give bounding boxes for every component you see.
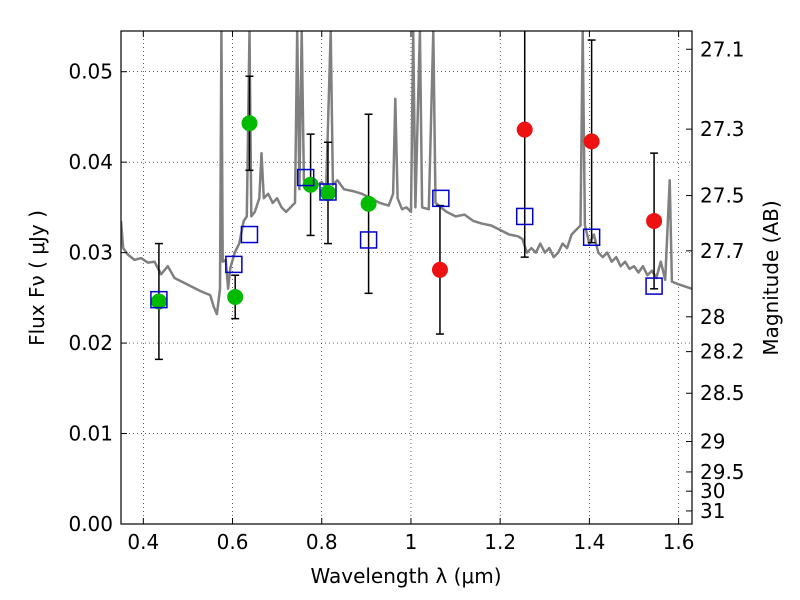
photometry-layer: [150, 31, 663, 361]
plot-frame: [120, 30, 693, 525]
photometry-point: [227, 288, 244, 305]
photometry-point: [241, 115, 258, 132]
right-tick-label: 27.5: [700, 184, 745, 208]
right-tick-label: 28: [700, 305, 725, 329]
ticks: 0.4 0.6 0.8 1 1.2 1.4 1.6 0.00 0.01 0.02 0.03 0.04 0…: [68, 31, 745, 554]
photometry-point: [302, 176, 319, 193]
y-axis-right-label: Magnitude (AB): [759, 200, 783, 355]
x-tick-label: 1: [405, 530, 418, 554]
x-axis-label: Wavelength λ (μm): [310, 564, 501, 588]
y-tick-label: 0.01: [68, 422, 113, 446]
model-flux-square: [515, 207, 534, 226]
x-tick-label: 0.4: [127, 530, 159, 554]
right-tick-label: 30: [700, 479, 725, 503]
model-flux-square: [645, 277, 663, 295]
right-tick-label: 29: [700, 430, 725, 454]
model-flux-square: [150, 290, 168, 309]
right-tick-label: 27.3: [700, 117, 745, 141]
right-tick-label: 28.2: [700, 340, 745, 364]
photometry-point: [150, 293, 167, 310]
x-tick-label: 0.8: [306, 530, 338, 554]
model-flux-square: [319, 183, 337, 201]
right-tick-label: 29.5: [700, 460, 745, 484]
right-tick-label: 31: [700, 499, 725, 523]
photometry-point: [360, 195, 377, 212]
model-flux-square: [432, 189, 450, 208]
model-flux-square: [296, 168, 315, 187]
right-tick-label: 27.1: [700, 37, 745, 61]
model-flux-square: [359, 231, 378, 249]
photometry-point: [583, 133, 600, 150]
photometry-point: [319, 184, 336, 201]
x-tick-label: 1.6: [663, 530, 695, 554]
model-flux-square: [240, 225, 259, 244]
x-tick-label: 1.4: [573, 530, 605, 554]
model-flux-square: [582, 228, 601, 246]
plot-background: [121, 31, 692, 524]
right-tick-label: 27.7: [700, 239, 745, 263]
y-axis-label: Flux Fν ( μJy ): [25, 210, 49, 346]
y-tick-label: 0.00: [68, 512, 113, 536]
y-tick-label: 0.04: [68, 150, 113, 174]
y-tick-label: 0.02: [68, 331, 113, 355]
y-tick-label: 0.05: [68, 60, 113, 84]
x-tick-label: 1.2: [484, 530, 516, 554]
model-flux-square: [225, 255, 243, 274]
photometry-point: [516, 121, 533, 138]
y-tick-label: 0.03: [68, 241, 113, 265]
x-tick-label: 0.6: [217, 530, 249, 554]
right-tick-label: 28.5: [700, 381, 745, 405]
photometry-point: [431, 261, 448, 278]
photometry-point: [646, 212, 663, 229]
